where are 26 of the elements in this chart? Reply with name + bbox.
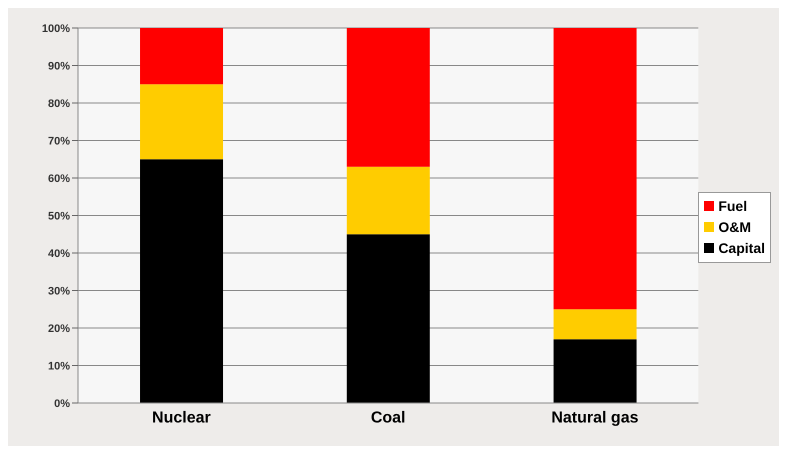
y-tick-label: 90% <box>48 60 70 72</box>
y-tick-label: 40% <box>48 248 70 260</box>
bar <box>554 28 637 310</box>
legend-label: Capital <box>717 238 765 258</box>
y-tick-label: 70% <box>48 135 70 148</box>
bar <box>346 234 430 403</box>
bar <box>140 84 224 160</box>
y-tick-label: 50% <box>48 210 70 222</box>
y-tick-label: 100% <box>42 22 70 35</box>
bar <box>346 166 430 234</box>
y-tick-label: 10% <box>48 360 70 372</box>
y-tick-label: 60% <box>48 172 70 185</box>
y-tick-label: 30% <box>48 285 70 298</box>
legend-label: Fuel <box>717 196 748 216</box>
y-tick-label: 80% <box>48 98 70 110</box>
bar <box>554 309 637 340</box>
x-tick-label: Coal <box>370 409 406 426</box>
legend-label: O&M <box>717 218 752 236</box>
bar <box>140 28 224 84</box>
bar <box>554 339 637 403</box>
x-tick-label: Natural gas <box>551 409 639 426</box>
y-tick-label: 0% <box>54 398 70 410</box>
y-tick-label: 20% <box>48 322 70 335</box>
bar <box>346 28 430 167</box>
x-tick-label: Nuclear <box>152 409 211 426</box>
bar <box>140 159 224 403</box>
